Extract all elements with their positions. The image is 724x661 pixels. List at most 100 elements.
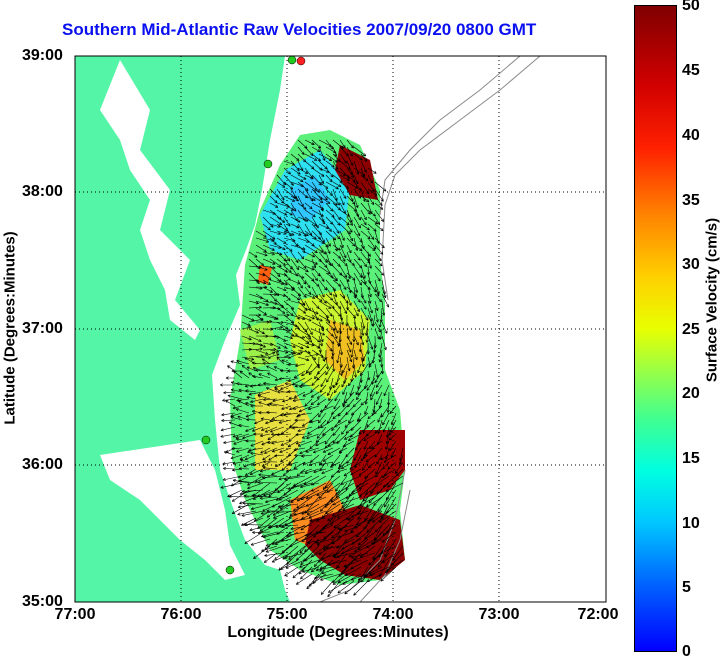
velocity-arrow xyxy=(318,335,323,347)
velocity-arrow xyxy=(325,167,334,178)
velocity-arrow xyxy=(332,412,341,420)
velocity-arrow xyxy=(276,223,289,232)
velocity-arrow xyxy=(308,363,320,375)
velocity-arrow xyxy=(297,216,309,222)
velocity-arrow xyxy=(299,482,320,489)
velocity-arrow xyxy=(367,510,383,524)
velocity-arrow xyxy=(290,321,300,330)
velocity-arrow xyxy=(304,293,316,299)
velocity-arrow xyxy=(311,286,318,298)
velocity-arrow xyxy=(360,293,367,304)
velocity-arrow xyxy=(365,328,369,343)
velocity-arrow xyxy=(340,475,362,485)
velocity-arrow xyxy=(311,146,321,152)
velocity-arrow xyxy=(360,454,369,461)
velocity-arrow xyxy=(311,244,324,253)
velocity-arrow xyxy=(237,510,257,516)
velocity-arrow xyxy=(246,396,257,400)
velocity-arrow xyxy=(276,181,286,188)
velocity-arrow xyxy=(287,482,306,490)
velocity-arrow xyxy=(357,531,376,546)
velocity-arrow xyxy=(274,384,285,389)
velocity-arrow xyxy=(304,328,311,340)
velocity-arrow xyxy=(367,258,372,269)
velocity-arrow xyxy=(299,447,313,454)
velocity-arrow xyxy=(292,566,306,579)
velocity-arrow xyxy=(315,566,334,572)
velocity-arrow xyxy=(297,342,310,349)
velocity-arrow xyxy=(269,320,284,324)
velocity-arrow xyxy=(328,391,334,402)
velocity-arrow xyxy=(259,517,278,532)
velocity-arrow xyxy=(304,321,313,335)
velocity-arrow xyxy=(321,468,334,474)
velocity-arrow xyxy=(276,307,286,314)
velocity-arrow xyxy=(363,433,376,441)
velocity-arrow xyxy=(250,451,264,456)
velocity-arrow xyxy=(352,328,356,343)
velocity-arrow xyxy=(297,251,305,260)
velocity-arrow xyxy=(240,458,250,463)
velocity-arrow xyxy=(299,538,313,554)
velocity-arrow xyxy=(284,517,306,526)
velocity-arrow xyxy=(318,349,325,362)
velocity-arrow xyxy=(346,244,352,254)
velocity-arrow xyxy=(304,195,316,201)
velocity-arrow xyxy=(262,286,273,293)
velocity-arrow xyxy=(318,244,326,255)
velocity-arrow xyxy=(233,370,243,379)
colorbar-tick: 20 xyxy=(682,385,700,402)
velocity-arrow xyxy=(255,328,265,335)
velocity-arrow xyxy=(304,139,315,145)
velocity-arrow xyxy=(304,265,315,271)
velocity-arrow xyxy=(384,538,397,558)
velocity-arrow xyxy=(276,195,285,204)
velocity-arrow xyxy=(310,398,320,405)
velocity-arrow xyxy=(350,517,362,533)
velocity-arrow xyxy=(367,209,376,217)
velocity-arrow xyxy=(250,398,264,403)
velocity-arrow xyxy=(290,328,298,337)
velocity-arrow xyxy=(360,223,370,231)
velocity-arrow xyxy=(277,503,299,509)
velocity-arrow xyxy=(274,454,285,458)
velocity-arrow xyxy=(380,566,397,582)
velocity-arrow xyxy=(307,405,320,410)
velocity-arrow xyxy=(291,426,306,430)
velocity-arrow xyxy=(311,321,325,329)
velocity-arrow xyxy=(353,209,362,221)
velocity-arrow xyxy=(297,279,303,289)
velocity-arrow xyxy=(380,405,390,418)
velocity-arrow xyxy=(351,552,369,559)
velocity-arrow xyxy=(222,398,236,402)
velocity-arrow xyxy=(297,195,304,208)
velocity-arrow xyxy=(269,325,284,330)
velocity-arrow xyxy=(290,286,301,297)
velocity-arrow xyxy=(346,356,351,372)
velocity-arrow xyxy=(241,510,264,517)
velocity-arrow xyxy=(367,279,377,293)
velocity-arrow xyxy=(253,432,264,436)
velocity-arrow xyxy=(250,538,271,546)
velocity-arrow xyxy=(230,360,243,365)
velocity-arrow xyxy=(324,433,334,445)
velocity-arrow xyxy=(358,426,369,435)
colorbar-tick: 15 xyxy=(682,450,700,467)
velocity-arrow xyxy=(255,368,271,372)
velocity-arrow xyxy=(281,359,292,365)
velocity-arrow xyxy=(283,352,295,358)
velocity-arrow xyxy=(374,370,383,384)
velocity-arrow xyxy=(290,174,304,183)
velocity-arrow xyxy=(375,468,383,478)
velocity-arrow xyxy=(342,384,348,395)
velocity-arrow xyxy=(313,552,327,567)
velocity-arrow xyxy=(367,195,375,205)
velocity-arrow xyxy=(245,439,257,443)
velocity-arrow xyxy=(374,181,387,192)
velocity-arrow xyxy=(347,377,355,387)
velocity-arrow xyxy=(244,531,264,544)
velocity-arrow xyxy=(248,328,259,334)
velocity-arrow xyxy=(358,468,369,476)
velocity-arrow xyxy=(325,216,334,225)
velocity-arrow xyxy=(339,188,347,199)
